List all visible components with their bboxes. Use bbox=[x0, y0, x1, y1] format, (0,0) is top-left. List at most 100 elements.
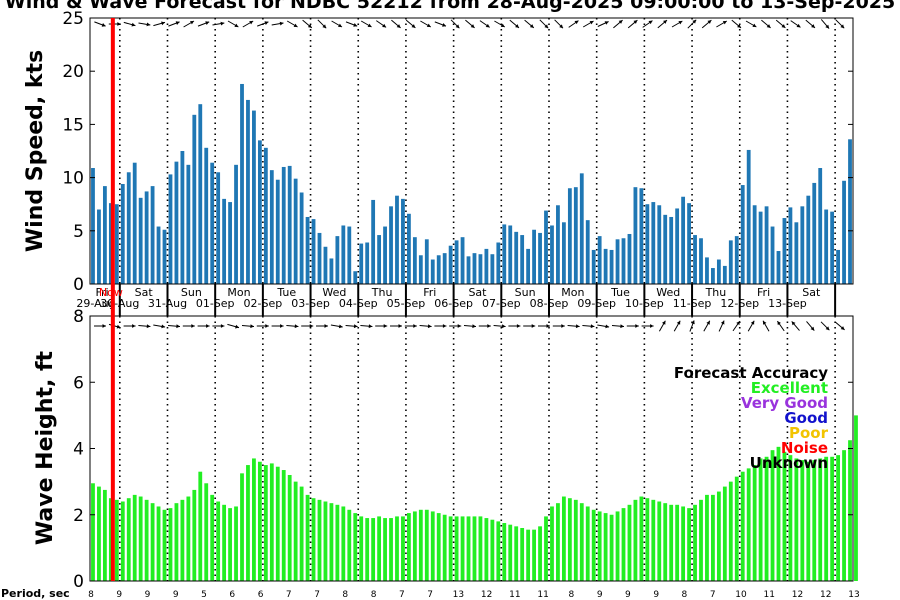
wave-arrow-head bbox=[501, 324, 506, 329]
wave-bar bbox=[275, 466, 280, 581]
wind-day-gridlines bbox=[119, 18, 836, 284]
wave-bar bbox=[824, 456, 829, 581]
wave-arrow-head bbox=[676, 320, 681, 325]
day-name-label: Sat bbox=[468, 286, 487, 299]
legend-poor: Poor bbox=[789, 424, 829, 442]
wind-bar bbox=[252, 110, 256, 284]
wind-arrow-head bbox=[234, 23, 239, 27]
wind-bar bbox=[228, 202, 232, 284]
wave-arrow-head bbox=[294, 324, 299, 329]
day-name-label: Tue bbox=[276, 286, 296, 299]
wind-arrow-head bbox=[367, 23, 372, 27]
period-value: 8 bbox=[342, 590, 348, 600]
wind-arrow-head bbox=[722, 21, 727, 25]
wind-bar bbox=[246, 99, 250, 285]
wave-bar bbox=[454, 516, 459, 581]
period-value: 8 bbox=[682, 590, 688, 600]
wind-bar bbox=[311, 219, 316, 284]
wind-arrow-head bbox=[190, 21, 194, 25]
wave-bar bbox=[657, 501, 662, 581]
wave-bar bbox=[246, 465, 250, 581]
period-value: 8 bbox=[88, 590, 94, 600]
wind-bar bbox=[550, 225, 554, 284]
wind-arrow-head bbox=[293, 23, 298, 27]
wave-bar bbox=[812, 460, 817, 581]
wave-bar bbox=[633, 499, 638, 581]
now-label: Now bbox=[99, 286, 123, 299]
wave-arrow-head bbox=[457, 324, 462, 328]
wave-bar bbox=[800, 460, 805, 581]
wave-arrow-head bbox=[250, 324, 254, 329]
wind-arrow-head bbox=[559, 24, 563, 29]
wind-tick-label: 15 bbox=[62, 115, 84, 135]
wave-bar bbox=[585, 506, 590, 581]
wind-bar bbox=[424, 239, 429, 284]
wave-bar bbox=[561, 496, 566, 581]
wind-bar bbox=[490, 254, 495, 284]
wave-bar bbox=[508, 524, 513, 581]
wind-bar bbox=[257, 140, 262, 284]
wave-bar bbox=[329, 503, 334, 581]
period-label: Period, sec bbox=[1, 587, 70, 600]
wave-tick-label: 0 bbox=[73, 572, 84, 592]
period-value: 9 bbox=[173, 590, 179, 600]
period-value: 6 bbox=[258, 590, 264, 600]
wind-bar bbox=[383, 226, 387, 284]
wind-bar bbox=[150, 186, 155, 284]
wind-arrow-head bbox=[161, 21, 165, 26]
wave-arrow-head bbox=[691, 320, 695, 325]
wind-bar bbox=[144, 191, 149, 284]
wind-bar bbox=[335, 236, 340, 284]
wind-bar bbox=[293, 178, 298, 284]
wind-bar bbox=[448, 245, 453, 284]
wave-bar bbox=[168, 508, 173, 582]
wave-bar bbox=[740, 471, 745, 581]
wind-arrow-head bbox=[618, 20, 623, 24]
wave-bar bbox=[359, 516, 364, 581]
wave-bar bbox=[365, 518, 370, 581]
period-value: 7 bbox=[399, 590, 405, 600]
wind-arrow-head bbox=[353, 23, 358, 27]
wave-bar bbox=[460, 516, 465, 581]
wave-bar bbox=[401, 516, 405, 581]
wind-bar bbox=[627, 233, 632, 284]
wind-arrow-head bbox=[146, 22, 151, 27]
wave-arrow-head bbox=[191, 324, 195, 328]
wind-arrow-head bbox=[396, 24, 401, 28]
wave-bar bbox=[770, 450, 775, 581]
wave-bar bbox=[210, 494, 215, 582]
wind-bar bbox=[722, 265, 727, 284]
day-date-label: 09-Sep bbox=[577, 297, 616, 310]
wind-bar bbox=[806, 195, 811, 284]
wave-arrow-head bbox=[750, 320, 755, 325]
wind-bar bbox=[442, 253, 447, 284]
wave-arrow-head bbox=[487, 324, 491, 328]
wind-arrow-head bbox=[752, 23, 757, 27]
wind-bar bbox=[728, 240, 733, 284]
wave-bar bbox=[699, 499, 703, 581]
wind-bar bbox=[621, 238, 626, 284]
wind-bar bbox=[788, 207, 793, 284]
wave-bar bbox=[436, 513, 441, 581]
wind-arrow-head bbox=[589, 21, 594, 25]
wave-bar bbox=[383, 518, 387, 581]
wind-bar bbox=[657, 205, 662, 284]
wind-arrow-head bbox=[825, 24, 830, 29]
wind-plot-frame bbox=[89, 17, 854, 285]
wind-bar bbox=[401, 198, 405, 284]
wind-bar bbox=[216, 172, 221, 284]
wind-arrow-head bbox=[279, 21, 284, 26]
wind-bar bbox=[758, 211, 763, 284]
wave-bar bbox=[490, 519, 495, 581]
wind-bar bbox=[114, 204, 119, 284]
wave-arrow-head bbox=[146, 324, 151, 329]
wind-bar bbox=[681, 196, 686, 284]
wind-bar bbox=[162, 229, 167, 284]
period-value: 5 bbox=[201, 590, 207, 600]
wave-bar bbox=[609, 514, 614, 581]
period-value: 12 bbox=[481, 590, 492, 600]
wave-bar bbox=[818, 458, 823, 581]
wind-arrow-head bbox=[811, 24, 815, 28]
wave-bar bbox=[794, 458, 799, 581]
period-value: 11 bbox=[509, 590, 520, 600]
